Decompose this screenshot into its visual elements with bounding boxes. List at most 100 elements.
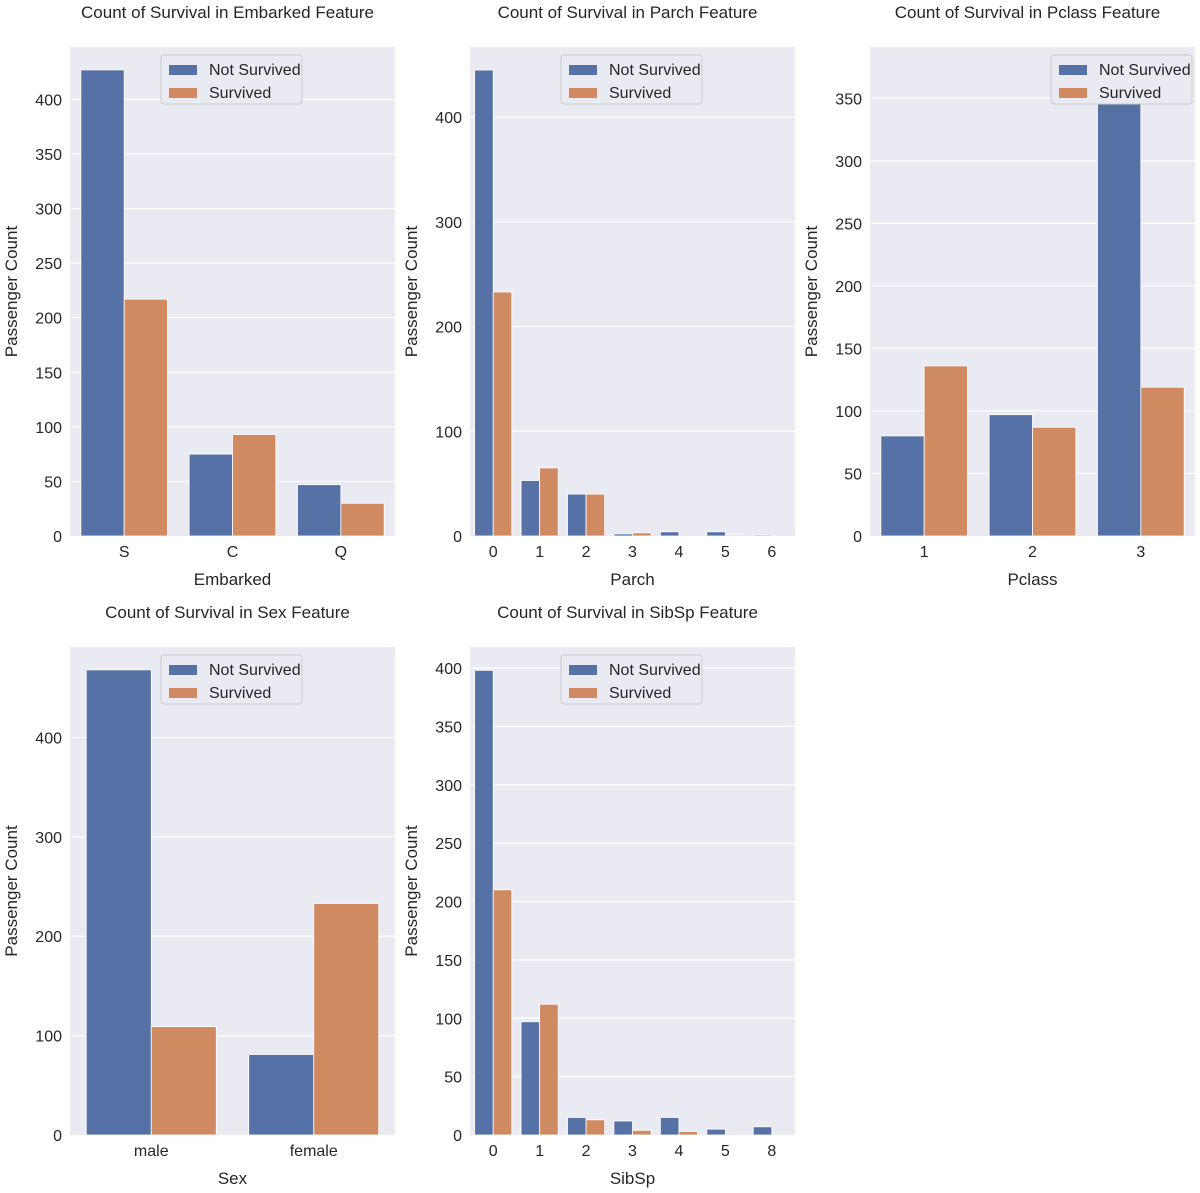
- bar-survived-1: [923, 365, 968, 537]
- bar-not-survived-4: [659, 531, 680, 537]
- x-tick-label: C: [227, 544, 239, 561]
- bar-not-survived-3: [1097, 70, 1142, 537]
- x-tick-label: 1: [920, 544, 929, 561]
- legend-survived-swatch: [169, 688, 197, 698]
- bar-not-survived-4: [659, 1117, 680, 1136]
- bar-not-survived-2: [567, 493, 587, 537]
- y-tick-label: 0: [53, 1128, 62, 1145]
- bar-not-survived-1: [880, 435, 925, 537]
- y-tick-label: 250: [35, 256, 62, 273]
- y-tick-label: 50: [844, 466, 862, 483]
- bar-not-survived-1: [520, 1021, 541, 1136]
- bar-not-survived-2: [567, 1117, 587, 1136]
- bar-not-survived-C: [188, 453, 233, 537]
- x-tick-label: 8: [767, 1143, 776, 1160]
- y-tick-label: 300: [435, 215, 462, 232]
- x-tick-label: 2: [1028, 544, 1037, 561]
- bar-survived-0: [492, 889, 513, 1136]
- bar-not-survived-1: [520, 480, 541, 537]
- x-tick-label: 1: [535, 1143, 544, 1160]
- legend-not-survived-label: Not Survived: [1099, 62, 1191, 79]
- x-tick-label: 0: [489, 1143, 498, 1160]
- y-tick-label: 200: [435, 895, 462, 912]
- legend: Not Survived Survived: [1050, 54, 1193, 105]
- x-tick-label: 5: [721, 544, 730, 561]
- chart-title: Count of Survival in SibSp Feature: [497, 603, 758, 622]
- bar-survived-female: [313, 903, 380, 1136]
- bar-not-survived-male: [85, 669, 152, 1136]
- x-tick-label: 3: [628, 1143, 637, 1160]
- x-tick-label: 6: [767, 544, 776, 561]
- legend-not-survived-label: Not Survived: [609, 62, 701, 79]
- bar-not-survived-Q: [297, 484, 342, 537]
- y-tick-label: 100: [35, 420, 62, 437]
- y-tick-label: 200: [35, 311, 62, 328]
- y-tick-label: 50: [44, 474, 62, 491]
- legend-survived-label: Survived: [209, 85, 271, 102]
- chart-title: Count of Survival in Parch Feature: [498, 3, 758, 22]
- plot-background: [470, 647, 795, 1135]
- x-tick-label: 4: [674, 544, 683, 561]
- legend-survived-label: Survived: [609, 85, 671, 102]
- legend-survived-swatch: [569, 88, 597, 98]
- y-tick-label: 0: [453, 529, 462, 546]
- bar-not-survived-5: [706, 531, 726, 537]
- subplot-parch: 0 100 200 300 400 0 1 2 3 4 5 6 Count of Survival in…: [402, 3, 795, 589]
- legend: Not Survived Survived: [560, 54, 703, 105]
- bar-not-survived-female: [248, 1054, 315, 1136]
- legend-not-survived-label: Not Survived: [609, 662, 701, 679]
- x-tick-label: 2: [582, 544, 591, 561]
- y-tick-label: 200: [35, 929, 62, 946]
- legend-not-survived-swatch: [569, 665, 597, 675]
- y-tick-label: 100: [35, 1029, 62, 1046]
- legend: Not Survived Survived: [160, 654, 303, 705]
- y-tick-label: 300: [835, 154, 862, 171]
- bar-survived-C: [232, 434, 277, 537]
- legend-not-survived-swatch: [169, 65, 197, 75]
- legend-survived-label: Survived: [609, 685, 671, 702]
- y-tick-label: 50: [444, 1070, 462, 1087]
- legend-not-survived-swatch: [1059, 65, 1087, 75]
- y-tick-label: 350: [435, 719, 462, 736]
- x-tick-label: Q: [335, 544, 347, 561]
- bar-survived-2: [585, 493, 606, 537]
- subplot-sibsp: 0 50 100 150 200 250 300 350 400 0 1 2 3 4 5 8 Count of …: [402, 603, 795, 1188]
- y-tick-label: 200: [435, 320, 462, 337]
- y-tick-label: 300: [35, 830, 62, 847]
- y-tick-label: 0: [53, 529, 62, 546]
- bar-not-survived-S: [80, 69, 125, 537]
- bar-survived-4: [678, 1131, 698, 1136]
- x-axis-label: Parch: [610, 570, 654, 589]
- y-tick-label: 0: [453, 1128, 462, 1145]
- y-tick-label: 250: [435, 836, 462, 853]
- bar-survived-1: [539, 467, 559, 537]
- y-tick-label: 150: [835, 341, 862, 358]
- legend-survived-label: Survived: [1099, 85, 1161, 102]
- y-tick-label: 350: [35, 147, 62, 164]
- y-tick-label: 150: [435, 953, 462, 970]
- y-tick-label: 100: [435, 424, 462, 441]
- y-axis-label: Passenger Count: [2, 825, 21, 957]
- x-tick-label: 1: [535, 544, 544, 561]
- bar-survived-3: [632, 1129, 652, 1136]
- x-tick-label: 5: [721, 1143, 730, 1160]
- chart-title: Count of Survival in Sex Feature: [105, 603, 350, 622]
- y-axis-label: Passenger Count: [802, 226, 821, 358]
- y-tick-label: 400: [435, 110, 462, 127]
- y-tick-label: 400: [435, 661, 462, 678]
- bar-survived-S: [123, 298, 168, 537]
- bar-survived-2: [1032, 426, 1077, 537]
- bar-survived-3: [632, 532, 652, 537]
- y-tick-label: 250: [835, 216, 862, 233]
- x-tick-label: 3: [1136, 544, 1145, 561]
- legend-survived-label: Survived: [209, 685, 271, 702]
- chart-title: Count of Survival in Pclass Feature: [895, 3, 1161, 22]
- legend-not-survived-label: Not Survived: [209, 662, 301, 679]
- legend-survived-swatch: [1059, 88, 1087, 98]
- bar-not-survived-0: [474, 669, 494, 1136]
- bar-survived-5: [724, 534, 745, 537]
- y-tick-label: 400: [35, 92, 62, 109]
- legend-not-survived-swatch: [169, 665, 197, 675]
- subplot-sex: 0 100 200 300 400 male female Count of Survival…: [2, 603, 395, 1188]
- x-tick-label: male: [134, 1143, 169, 1160]
